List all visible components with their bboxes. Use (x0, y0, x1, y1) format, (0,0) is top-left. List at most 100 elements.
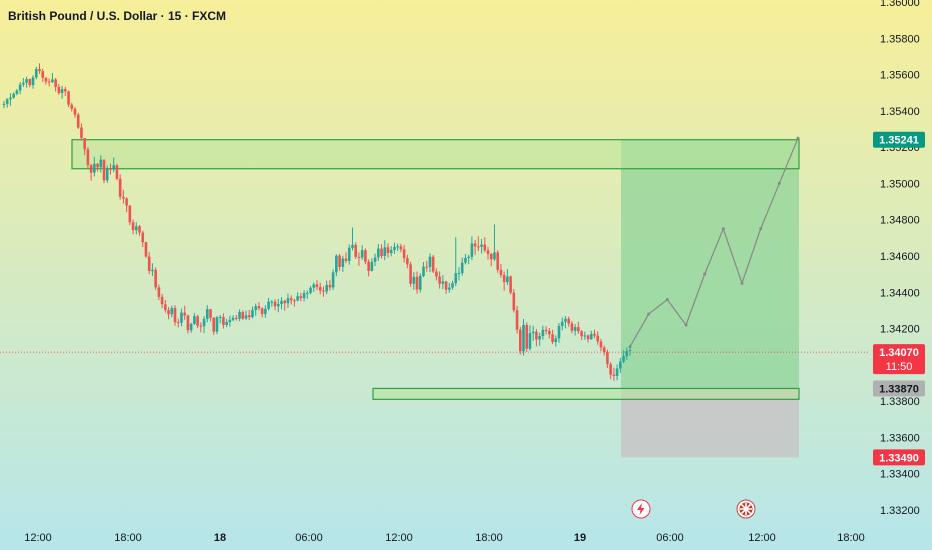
candle-body (551, 334, 554, 342)
candle-body (309, 287, 312, 293)
candle (344, 252, 348, 264)
candle (315, 280, 319, 291)
candle-body (451, 283, 454, 288)
candle-body (125, 198, 128, 206)
candle (541, 325, 545, 340)
price-badge: 1.33870 (873, 380, 925, 397)
candle (118, 174, 122, 200)
candle-body (586, 335, 590, 340)
candle-body (577, 327, 580, 332)
candle-body (147, 256, 151, 272)
candle (335, 254, 338, 277)
candle (564, 316, 567, 329)
candle (231, 315, 235, 322)
candle-body (583, 335, 587, 337)
candle (625, 347, 629, 360)
candle-body (406, 258, 409, 265)
candle-body (131, 222, 135, 231)
candle-body (15, 90, 19, 94)
candle-body (96, 163, 99, 168)
candle-body (38, 68, 41, 72)
candle (515, 305, 519, 334)
candle (622, 350, 625, 364)
candle-body (212, 317, 216, 332)
candle (444, 280, 448, 294)
candle-body (335, 255, 338, 273)
candle-body (364, 250, 367, 262)
candle-body (389, 250, 393, 254)
candle (57, 83, 61, 95)
candle-body (518, 329, 522, 352)
candle-body (193, 316, 196, 324)
target-profit-zone (621, 139, 799, 389)
candle (467, 254, 470, 265)
candle (31, 75, 35, 89)
candle-body (447, 287, 451, 290)
candle (606, 349, 609, 368)
price-badge: 1.34070 11:50 (873, 344, 925, 375)
candle (299, 292, 303, 302)
candle-body (102, 159, 106, 181)
candle-body (606, 352, 609, 365)
candle (357, 252, 361, 266)
candle (573, 324, 577, 336)
candle (241, 310, 245, 321)
candle-body (370, 261, 374, 271)
candle-body (573, 327, 577, 331)
candle (96, 163, 99, 172)
candle (151, 263, 154, 277)
candle (15, 88, 19, 96)
x-tick-label: 18:00 (837, 532, 865, 544)
candle-body (41, 71, 45, 78)
candle-body (599, 341, 603, 348)
candle (47, 78, 51, 87)
candle-body (202, 318, 206, 327)
candle-body (64, 89, 67, 92)
candle (483, 237, 487, 253)
candle (393, 242, 396, 254)
projection-point (703, 272, 707, 276)
projection-point (684, 323, 688, 327)
candle-body (157, 287, 161, 297)
candle (141, 230, 145, 248)
candle-body (425, 266, 429, 268)
candle (538, 332, 541, 346)
candle (264, 305, 267, 318)
candle-body (138, 226, 141, 233)
candle-body (286, 298, 290, 304)
candle (425, 261, 429, 272)
candle-body (373, 257, 377, 262)
flag-icon[interactable] (736, 499, 756, 519)
candle (289, 295, 293, 305)
candle (273, 299, 277, 311)
candle-body (144, 242, 148, 257)
resistance-zone (71, 139, 800, 170)
candle-body (218, 316, 222, 318)
candle-body (418, 275, 422, 290)
price-badge: 1.33490 (873, 449, 925, 466)
candle-body (176, 322, 180, 324)
candle (134, 222, 138, 235)
candle (176, 318, 180, 328)
projection-point (759, 227, 763, 231)
candle (209, 308, 212, 322)
candle (170, 305, 174, 318)
candle (531, 325, 535, 341)
candle (602, 345, 606, 356)
candle-body (328, 285, 332, 288)
candle (322, 286, 325, 297)
lightning-icon[interactable] (631, 499, 651, 519)
y-tick-label: 1.33800 (880, 396, 920, 408)
candle (464, 254, 467, 265)
candle (267, 297, 270, 311)
price-badge-value: 1.33490 (879, 452, 919, 464)
candle (583, 331, 587, 340)
candle-body (244, 315, 248, 319)
candle (589, 330, 593, 340)
candle (451, 280, 454, 290)
candle (557, 323, 561, 343)
candle (486, 246, 490, 260)
candle-body (383, 247, 387, 256)
candle-body (267, 301, 270, 309)
candle-body (477, 246, 480, 248)
